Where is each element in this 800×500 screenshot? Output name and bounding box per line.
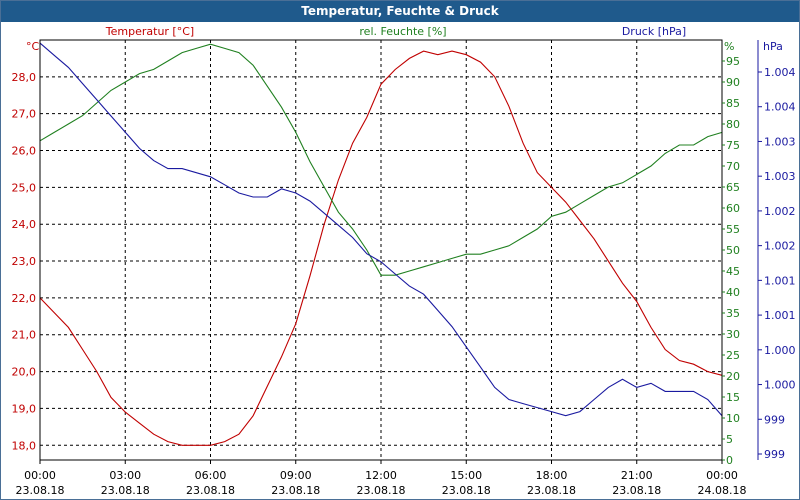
x-tick-date-label: 23.08.18 [186, 484, 235, 497]
humidity-tick-label: 45 [726, 265, 740, 278]
temperature-axis-title: Temperatur [°C] [105, 25, 194, 38]
temperature-tick-label: 22,0 [12, 292, 37, 305]
x-tick-time-label: 12:00 [365, 469, 397, 482]
pressure-axis-title: Druck [hPa] [622, 25, 686, 38]
temperature-tick-label: 27,0 [12, 108, 37, 121]
pressure-tick-label: 1.002 [764, 240, 796, 253]
x-tick-date-label: 24.08.18 [698, 484, 747, 497]
x-tick-time-label: 18:00 [536, 469, 568, 482]
humidity-tick-label: 85 [726, 97, 740, 110]
pressure-tick-label: 1.003 [764, 135, 796, 148]
x-tick-time-label: 03:00 [109, 469, 141, 482]
temperature-tick-label: 23,0 [12, 255, 37, 268]
x-tick-date-label: 23.08.18 [357, 484, 406, 497]
humidity-tick-label: 25 [726, 349, 740, 362]
pressure-tick-label: 1.000 [764, 344, 796, 357]
pressure-tick-label: 1.000 [764, 379, 796, 392]
x-tick-date-label: 23.08.18 [16, 484, 65, 497]
pressure-tick-label: 1.001 [764, 274, 796, 287]
temperature-unit-label: °C [26, 40, 40, 53]
humidity-tick-label: 0 [726, 454, 733, 467]
humidity-tick-label: 90 [726, 76, 740, 89]
humidity-tick-label: 80 [726, 118, 740, 131]
temperature-tick-label: 24,0 [12, 218, 37, 231]
temperature-tick-label: 21,0 [12, 329, 37, 342]
x-tick-time-label: 09:00 [280, 469, 312, 482]
pressure-tick-label: 1.001 [764, 309, 796, 322]
temperature-tick-label: 28,0 [12, 71, 37, 84]
pressure-tick-label: 1.004 [764, 66, 796, 79]
humidity-unit-label: % [724, 40, 734, 53]
x-tick-date-label: 23.08.18 [442, 484, 491, 497]
humidity-tick-label: 15 [726, 391, 740, 404]
humidity-tick-label: 35 [726, 307, 740, 320]
temperature-series-line [39, 50, 723, 446]
temperature-tick-label: 26,0 [12, 145, 37, 158]
humidity-tick-label: 40 [726, 286, 740, 299]
x-tick-time-label: 21:00 [621, 469, 653, 482]
temperature-tick-label: 25,0 [12, 181, 37, 194]
temperature-tick-label: 19,0 [12, 402, 37, 415]
x-tick-time-label: 00:00 [24, 469, 56, 482]
chart-title: Temperatur, Feuchte & Druck [1, 1, 799, 22]
pressure-tick-label: 1.002 [764, 205, 796, 218]
humidity-tick-label: 50 [726, 244, 740, 257]
pressure-tick-label: 999 [764, 413, 785, 426]
temperature-tick-label: 18,0 [12, 439, 37, 452]
pressure-tick-label: 1.004 [764, 101, 796, 114]
humidity-tick-label: 10 [726, 412, 740, 425]
humidity-axis-title: rel. Feuchte [%] [359, 25, 446, 38]
humidity-tick-label: 30 [726, 328, 740, 341]
humidity-tick-label: 20 [726, 370, 740, 383]
pressure-tick-label: 999 [764, 448, 785, 461]
humidity-tick-label: 75 [726, 139, 740, 152]
pressure-tick-label: 1.003 [764, 170, 796, 183]
humidity-tick-label: 5 [726, 433, 733, 446]
x-tick-date-label: 23.08.18 [271, 484, 320, 497]
humidity-tick-label: 70 [726, 160, 740, 173]
temperature-tick-label: 20,0 [12, 366, 37, 379]
x-tick-time-label: 00:00 [706, 469, 738, 482]
x-tick-time-label: 15:00 [450, 469, 482, 482]
pressure-series-line [39, 42, 723, 417]
humidity-tick-label: 55 [726, 223, 740, 236]
x-tick-time-label: 06:00 [195, 469, 227, 482]
pressure-unit-label: hPa [763, 40, 783, 53]
x-tick-date-label: 23.08.18 [612, 484, 661, 497]
humidity-series-line [39, 43, 723, 276]
humidity-tick-label: 60 [726, 202, 740, 215]
humidity-tick-label: 65 [726, 181, 740, 194]
humidity-tick-label: 95 [726, 55, 740, 68]
x-tick-date-label: 23.08.18 [101, 484, 150, 497]
x-tick-date-label: 23.08.18 [527, 484, 576, 497]
